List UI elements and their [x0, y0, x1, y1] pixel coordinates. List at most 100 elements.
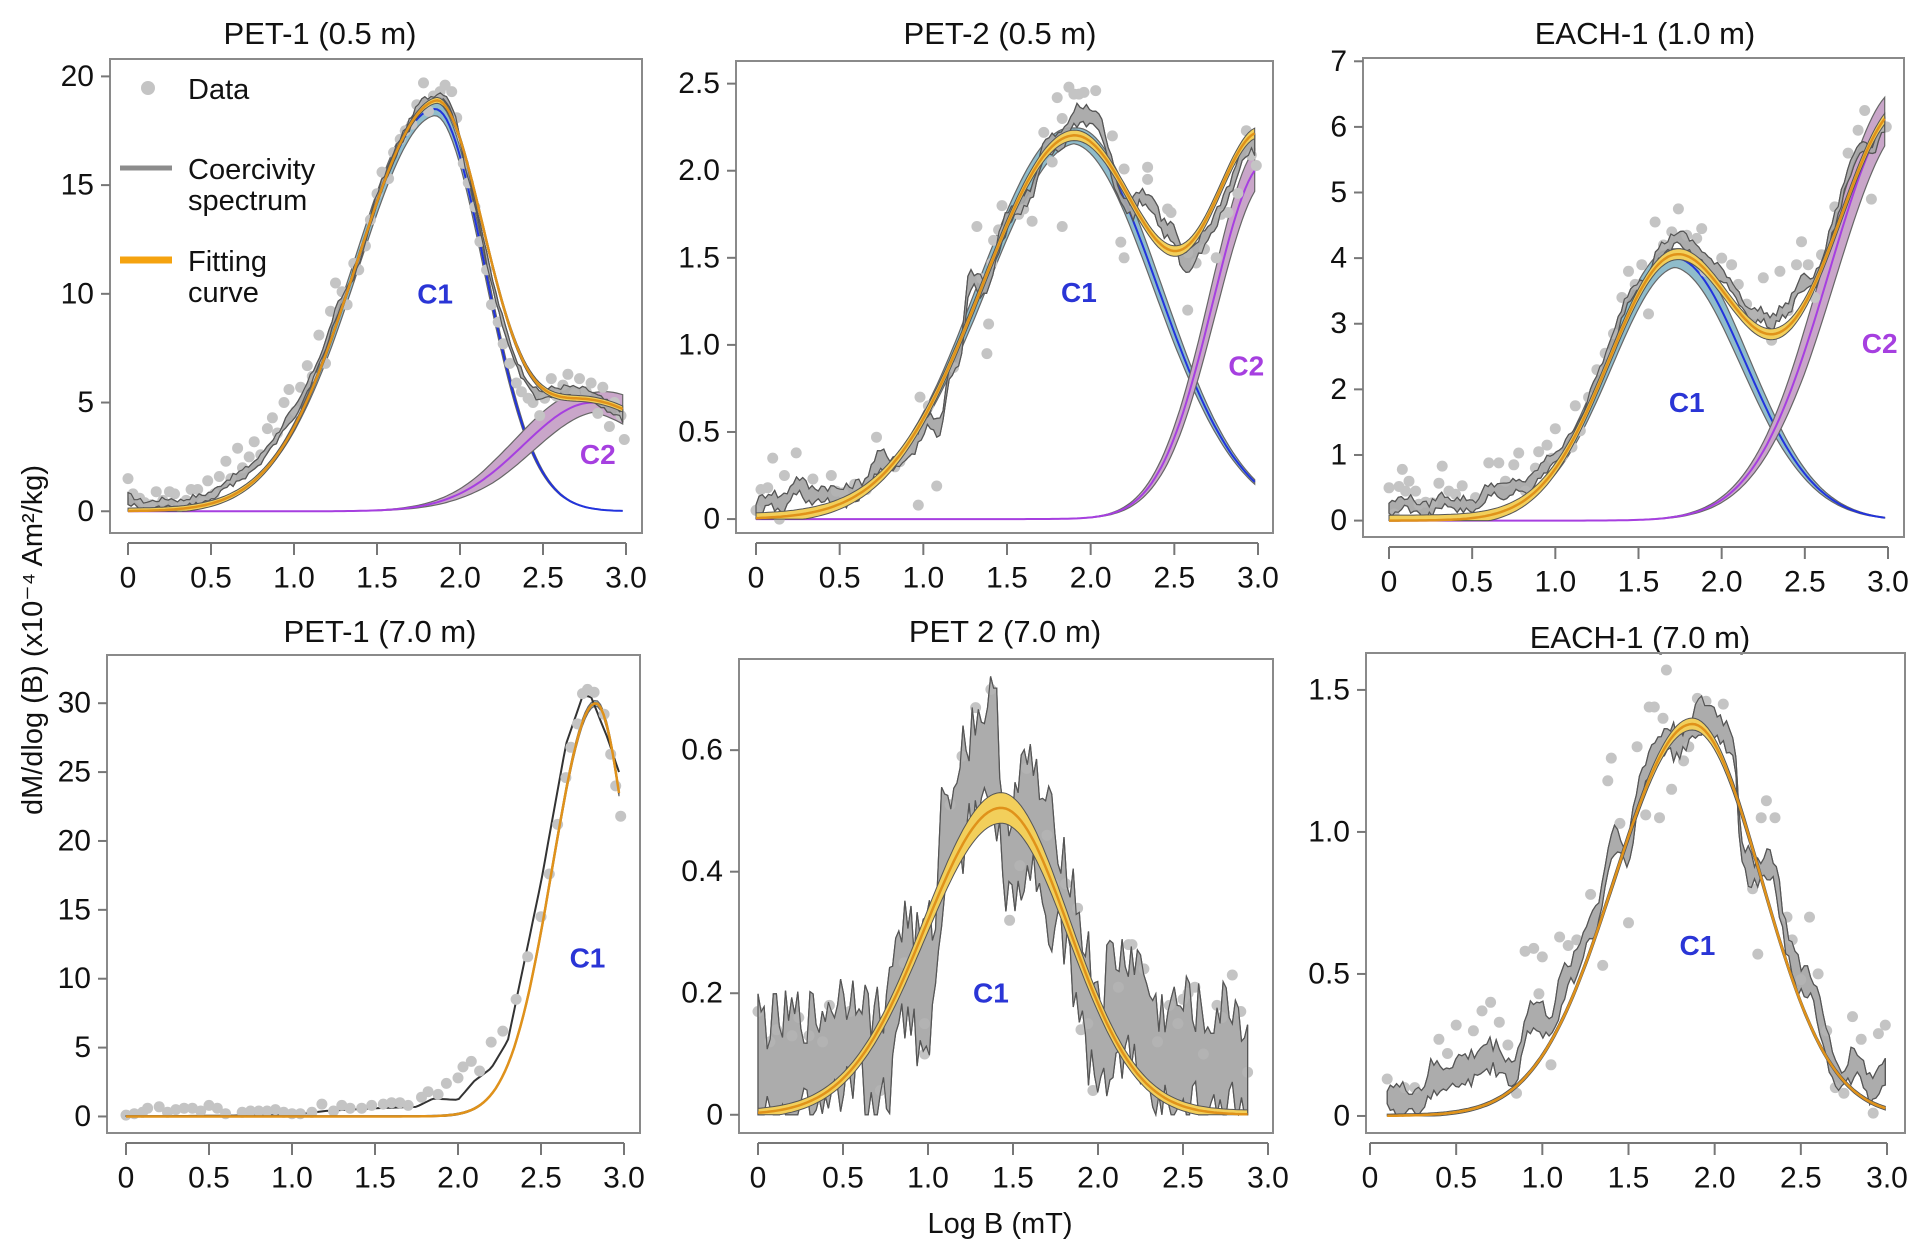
plot-area — [120, 683, 627, 1121]
legend-item-data: Data — [141, 74, 250, 106]
data-point — [261, 423, 273, 435]
data-point — [1403, 475, 1415, 487]
y-tick-label: 0 — [1330, 504, 1347, 537]
data-point — [169, 488, 180, 500]
data-point — [1657, 712, 1669, 724]
y-tick-label: 5 — [1330, 176, 1347, 209]
data-point — [1812, 968, 1824, 980]
x-tick-label: 1.0 — [1521, 1162, 1563, 1195]
x-tick-label: 1.5 — [1618, 566, 1660, 599]
data-point — [778, 470, 790, 481]
data-point — [1456, 480, 1468, 492]
y-tick-label: 0.5 — [1308, 957, 1350, 990]
fitting-curve-band — [127, 96, 624, 512]
data-point — [1631, 741, 1643, 753]
data-point — [150, 486, 162, 498]
component-c2-curve — [128, 401, 624, 513]
y-tick-label: 5 — [77, 386, 94, 419]
data-point — [1549, 423, 1561, 435]
fitting-curve — [1387, 722, 1886, 1118]
x-tick-label: 3.0 — [605, 562, 647, 595]
data-point — [1165, 207, 1177, 218]
x-tick-label: 1.0 — [907, 1162, 949, 1195]
data-point — [1838, 1087, 1850, 1099]
fitting-curve — [126, 702, 621, 1118]
data-point — [1774, 265, 1786, 277]
data-point — [574, 373, 585, 385]
x-tick-label: 2.0 — [1077, 1162, 1119, 1195]
x-tick-label: 0 — [748, 562, 765, 595]
component-label-c2: C2 — [1228, 350, 1264, 381]
data-point — [486, 299, 497, 311]
data-point — [825, 470, 837, 481]
data-point — [1842, 147, 1854, 159]
data-point — [603, 421, 615, 432]
x-tick-label: 1.0 — [1534, 566, 1576, 599]
data-point — [178, 1102, 190, 1114]
data-point — [394, 1097, 406, 1109]
data-point — [1847, 1011, 1858, 1023]
data-point — [1791, 259, 1802, 271]
data-point — [245, 1105, 256, 1117]
x-tick-label: 3.0 — [1237, 562, 1279, 595]
data-point — [1757, 272, 1769, 284]
coercivity-spectrum-band-overlay — [755, 102, 1256, 520]
data-point — [1541, 439, 1553, 451]
y-tick-label: 5 — [74, 1031, 91, 1064]
data-point — [1118, 252, 1130, 264]
y-tick-label: 1 — [1330, 438, 1347, 471]
data-point — [485, 1036, 497, 1048]
data-point — [186, 1102, 198, 1114]
x-tick-label: 0.5 — [188, 1162, 230, 1195]
y-tick-label: 1.5 — [678, 241, 720, 274]
panel-each1-70: EACH-1 (7.0 m) 0 0.5 1.0 1.5 0 0.5 1.0 1.5 2.0 2.5… — [1308, 620, 1908, 1194]
data-point — [243, 451, 255, 463]
data-point — [316, 1098, 328, 1110]
plot-area — [750, 81, 1262, 525]
y-tick-label: 30 — [58, 687, 91, 720]
data-point — [1210, 252, 1222, 264]
panel-title: PET-1 (0.5 m) — [224, 16, 417, 51]
data-points — [120, 683, 627, 1121]
data-point — [1769, 812, 1781, 824]
data-point — [1508, 459, 1520, 471]
data-point — [1528, 942, 1540, 954]
x-tick-label: 0.5 — [190, 562, 232, 595]
data-point — [1536, 951, 1548, 963]
data-point — [418, 77, 429, 89]
data-point — [790, 447, 802, 459]
data-point — [142, 1102, 154, 1114]
y-tick-label: 10 — [61, 277, 94, 310]
data-point — [1648, 701, 1660, 713]
data-point — [1859, 105, 1871, 116]
data-point — [1802, 259, 1814, 271]
plot-frame — [106, 654, 641, 1134]
data-point — [122, 473, 134, 485]
x-tick-label: 2.0 — [439, 562, 481, 595]
x-tick-label: 0 — [1362, 1162, 1379, 1195]
data-point — [1250, 160, 1262, 171]
data-point — [585, 377, 597, 389]
y-tick-label: 3 — [1330, 307, 1347, 340]
panel-title: PET-2 (0.5 m) — [904, 16, 1097, 51]
component-c1-band — [755, 127, 1256, 519]
legend-label: Coercivity — [188, 154, 316, 186]
coercivity-spectrum-band-overlay — [127, 92, 624, 512]
y-tick-label: 2.5 — [678, 67, 720, 100]
x-tick-label: 0.5 — [822, 1162, 864, 1195]
data-point — [919, 1048, 931, 1060]
y-tick-label: 0.6 — [681, 734, 723, 767]
data-point — [1804, 911, 1815, 923]
coercivity-spectrum-band — [1386, 694, 1886, 1117]
data-point — [1493, 1016, 1505, 1028]
x-tick-label: 0 — [118, 1162, 135, 1195]
x-tick-label: 2.0 — [1070, 562, 1112, 595]
data-point — [1796, 236, 1807, 248]
data-point — [1467, 1025, 1479, 1037]
data-point — [510, 377, 522, 389]
data-point — [562, 368, 574, 380]
x-tick-label: 1.0 — [271, 1162, 313, 1195]
x-tick-label: 0 — [750, 1162, 767, 1195]
y-tick-label: 0.5 — [678, 415, 720, 448]
data-point — [1726, 259, 1738, 271]
